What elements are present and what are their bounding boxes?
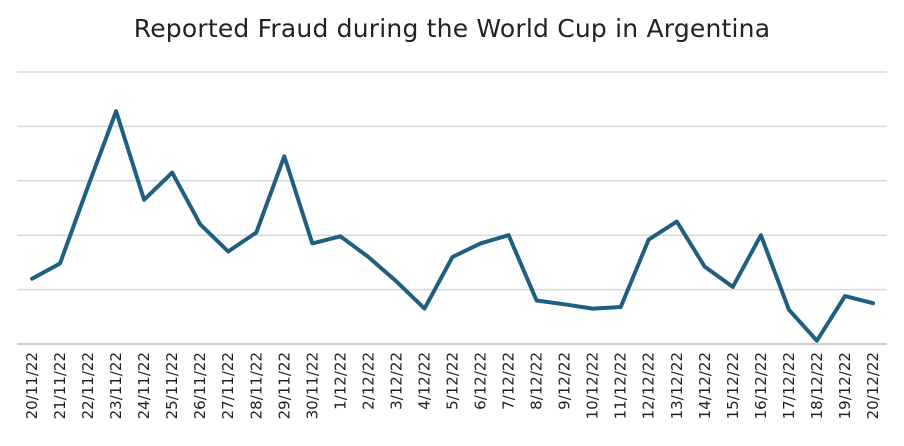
x-tick-label: 11/12/22	[612, 352, 630, 419]
x-tick-label: 2/12/22	[359, 352, 377, 410]
chart-title: Reported Fraud during the World Cup in A…	[133, 14, 771, 43]
x-tick-label: 1/12/22	[331, 352, 349, 410]
x-tick-label: 13/12/22	[668, 352, 686, 419]
x-tick-label: 17/12/22	[780, 352, 798, 419]
x-tick-label: 5/12/22	[444, 352, 462, 410]
x-tick-label: 14/12/22	[696, 352, 714, 419]
x-tick-label: 26/11/22	[191, 352, 209, 419]
x-tick-label: 15/12/22	[724, 352, 742, 419]
x-tick-label: 19/12/22	[836, 352, 854, 419]
x-tick-label: 10/12/22	[584, 352, 602, 419]
x-tick-label: 8/12/22	[528, 352, 546, 410]
x-tick-label: 24/11/22	[135, 352, 153, 419]
x-tick-label: 6/12/22	[472, 352, 490, 410]
x-tick-label: 28/11/22	[247, 352, 265, 419]
x-tick-label: 20/11/22	[23, 352, 41, 419]
x-tick-label: 9/12/22	[556, 352, 574, 410]
x-tick-label: 7/12/22	[500, 352, 518, 410]
x-tick-label: 16/12/22	[752, 352, 770, 419]
x-tick-label: 21/11/22	[51, 352, 69, 419]
x-tick-label: 23/11/22	[107, 352, 125, 419]
x-tick-label: 25/11/22	[163, 352, 181, 419]
x-tick-label: 18/12/22	[808, 352, 826, 419]
x-tick-label: 27/11/22	[219, 352, 237, 419]
x-tick-label: 20/12/22	[864, 352, 882, 419]
x-tick-label: 3/12/22	[387, 352, 405, 410]
x-tick-label: 30/11/22	[303, 352, 321, 419]
x-tick-label: 12/12/22	[640, 352, 658, 419]
x-tick-label: 29/11/22	[275, 352, 293, 419]
x-tick-label: 4/12/22	[415, 352, 433, 410]
x-tick-label: 22/11/22	[79, 352, 97, 419]
series-line-1	[30, 109, 875, 343]
